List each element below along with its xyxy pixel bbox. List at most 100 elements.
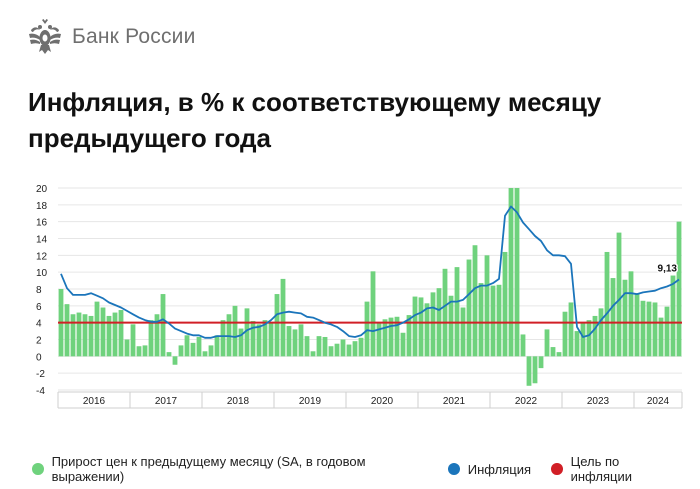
bar — [622, 279, 628, 357]
bar — [124, 339, 130, 357]
bar — [136, 346, 142, 357]
bar — [442, 268, 448, 357]
y-tick-label: 6 — [36, 302, 42, 313]
bar — [652, 302, 658, 357]
y-tick-label: 4 — [36, 319, 42, 330]
header: Банк России — [28, 18, 196, 56]
bar — [340, 339, 346, 357]
x-tick-label: 2018 — [227, 396, 250, 407]
bar — [538, 356, 544, 369]
red-dot-icon — [551, 463, 563, 475]
bar — [268, 322, 274, 357]
y-tick-label: 2 — [36, 336, 42, 347]
y-tick-label: 10 — [36, 268, 48, 279]
bar — [550, 347, 556, 357]
bar — [562, 311, 568, 357]
bar — [472, 245, 478, 357]
bar — [400, 332, 406, 357]
bar — [388, 317, 394, 357]
bar — [184, 335, 190, 357]
bar — [196, 336, 202, 357]
y-tick-label: -4 — [36, 386, 45, 397]
inflation-chart: -4 -2 0 2 4 6 8 10 12 14 16 18 20 9,13 2016 2017 2018 201… — [36, 184, 683, 409]
bar — [496, 284, 502, 357]
bar — [586, 320, 592, 357]
bar — [208, 345, 214, 357]
bar — [616, 232, 622, 357]
bar — [262, 320, 268, 357]
bar — [352, 341, 358, 357]
bar — [670, 275, 676, 357]
y-tick-label: 12 — [36, 251, 48, 262]
bar — [412, 296, 418, 357]
bar — [202, 351, 208, 357]
legend-label: Инфляция — [467, 461, 532, 477]
bar — [502, 251, 508, 357]
y-tick-label: 8 — [36, 285, 42, 296]
bar — [358, 337, 364, 357]
bar — [640, 300, 646, 357]
bar — [106, 315, 112, 357]
bar — [166, 352, 172, 357]
legend-item: Цель по инфляции — [551, 454, 680, 484]
bar — [220, 320, 226, 357]
bar — [100, 307, 106, 357]
bar — [76, 312, 82, 357]
bar — [532, 356, 538, 384]
bar — [286, 326, 292, 357]
bar — [322, 336, 328, 357]
legend-label: Прирост цен к предыдущему месяцу (SA, в … — [51, 454, 366, 484]
bar — [604, 251, 610, 357]
x-tick-label: 2023 — [587, 396, 610, 407]
bar — [112, 312, 118, 357]
bar — [376, 322, 382, 357]
bar — [178, 345, 184, 357]
bar — [448, 295, 454, 357]
x-tick-label: 2020 — [371, 396, 394, 407]
data-label-last: 9,13 — [658, 263, 678, 274]
y-tick-label: 0 — [36, 352, 42, 363]
x-tick-label: 2022 — [515, 396, 538, 407]
bar — [664, 306, 670, 357]
bar — [304, 336, 310, 357]
bar — [256, 324, 262, 357]
x-tick-label: 2017 — [155, 396, 178, 407]
bar — [346, 344, 352, 357]
bar — [394, 316, 400, 357]
bar — [64, 304, 70, 357]
bar — [466, 259, 472, 357]
y-tick-label: -2 — [36, 369, 45, 380]
bar — [238, 328, 244, 357]
bar — [556, 352, 562, 357]
bar — [370, 271, 376, 357]
bar — [526, 356, 532, 386]
double-headed-eagle-icon — [29, 19, 61, 54]
bar — [214, 335, 220, 357]
bar — [82, 314, 88, 357]
bar — [544, 329, 550, 357]
bar — [364, 301, 370, 357]
bar — [598, 308, 604, 357]
bar — [628, 271, 634, 357]
bar — [244, 308, 250, 357]
bar — [418, 297, 424, 357]
bar — [334, 343, 340, 357]
bar — [172, 356, 178, 365]
bar — [292, 329, 298, 357]
bar — [298, 324, 304, 357]
bar — [160, 294, 166, 357]
bar — [460, 307, 466, 357]
bar — [130, 324, 136, 357]
bar — [478, 283, 484, 357]
legend-label: Цель по инфляции — [570, 454, 633, 484]
bar — [142, 345, 148, 357]
y-tick-label: 20 — [36, 184, 48, 195]
bar — [382, 319, 388, 357]
bar — [310, 351, 316, 357]
y-tick-label: 14 — [36, 235, 48, 246]
bar — [646, 301, 652, 357]
bar — [676, 221, 682, 357]
bar — [70, 314, 76, 357]
bar — [154, 314, 160, 357]
bar — [634, 293, 640, 357]
